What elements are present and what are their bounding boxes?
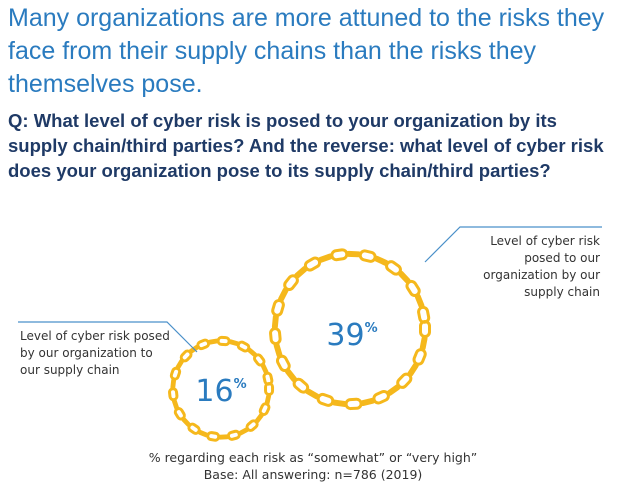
chain-link xyxy=(419,320,431,338)
callout-supply-chain-to-org: Level of cyber risk posed to our organiz… xyxy=(483,234,600,299)
footnote-definition: % regarding each risk as “somewhat” or “… xyxy=(148,450,478,465)
chain-link xyxy=(271,298,285,317)
chain-link xyxy=(358,249,377,263)
chain-link xyxy=(330,248,349,262)
chain-link xyxy=(216,335,231,347)
leader-line-org-to-supply-chain xyxy=(18,321,198,353)
footnote-base: Base: All answering: n=786 (2019) xyxy=(203,467,423,482)
callout-org-to-supply-chain: Level of cyber risk posed by our organiz… xyxy=(20,329,170,377)
chain-ring-39 xyxy=(269,248,431,411)
chain-link xyxy=(226,429,241,441)
chain-ring-16 xyxy=(168,335,275,442)
chain-link xyxy=(344,397,363,411)
chain-link xyxy=(206,431,221,442)
chain-rings xyxy=(168,248,431,442)
chain-link xyxy=(417,305,431,324)
leader-line-supply-chain-to-org xyxy=(424,226,602,263)
value-label-39: 39% xyxy=(326,318,377,353)
chain-link xyxy=(168,387,179,402)
chain-link xyxy=(262,371,274,386)
survey-question: Q: What level of cyber risk is posed to … xyxy=(8,110,604,181)
headline: Many organizations are more attuned to t… xyxy=(8,4,605,98)
chain-link xyxy=(269,327,282,346)
value-label-16: 16% xyxy=(195,374,246,409)
